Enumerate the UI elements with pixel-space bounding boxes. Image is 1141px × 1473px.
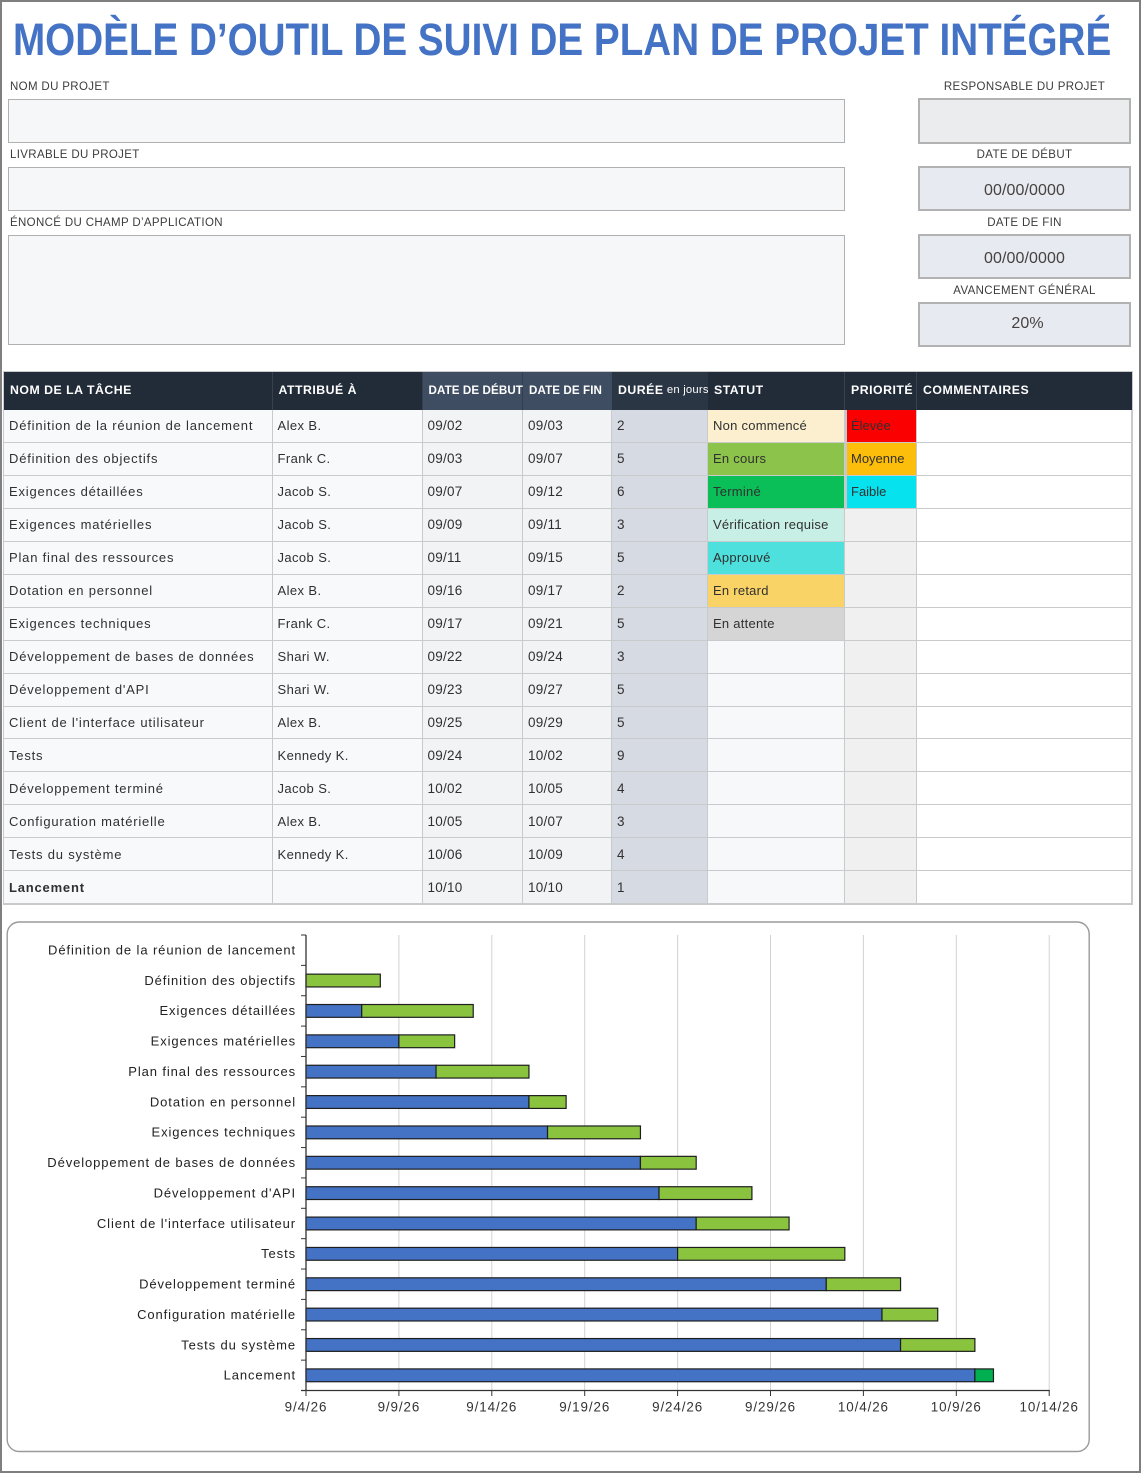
svg-text:10/4/26: 10/4/26	[838, 1400, 889, 1415]
svg-text:9/29/26: 9/29/26	[745, 1400, 796, 1415]
svg-text:10/9/26: 10/9/26	[931, 1400, 982, 1415]
svg-text:Plan final des ressources: Plan final des ressources	[128, 1064, 296, 1079]
svg-text:Tests: Tests	[261, 1246, 296, 1261]
svg-text:9/4/26: 9/4/26	[285, 1400, 328, 1415]
svg-text:Développement de bases de donn: Développement de bases de données	[47, 1155, 296, 1170]
svg-text:Définition de la réunion de la: Définition de la réunion de lancement	[48, 942, 296, 957]
svg-text:9/9/26: 9/9/26	[378, 1400, 421, 1415]
svg-text:Configuration matérielle: Configuration matérielle	[137, 1307, 296, 1322]
svg-text:9/19/26: 9/19/26	[559, 1400, 610, 1415]
svg-text:Exigences matérielles: Exigences matérielles	[151, 1034, 296, 1049]
svg-text:9/24/26: 9/24/26	[652, 1400, 703, 1415]
svg-text:Développement d'API: Développement d'API	[154, 1185, 296, 1200]
svg-text:9/14/26: 9/14/26	[466, 1400, 517, 1415]
svg-text:Développement terminé: Développement terminé	[139, 1277, 296, 1292]
svg-text:Dotation en personnel: Dotation en personnel	[150, 1094, 296, 1109]
svg-text:Définition des objectifs: Définition des objectifs	[144, 973, 296, 988]
svg-text:Tests du système: Tests du système	[181, 1337, 296, 1352]
svg-text:Exigences détaillées: Exigences détaillées	[159, 1003, 296, 1018]
svg-text:Exigences techniques: Exigences techniques	[152, 1125, 296, 1140]
svg-text:10/14/26: 10/14/26	[1020, 1400, 1079, 1415]
svg-text:Lancement: Lancement	[224, 1368, 296, 1383]
svg-text:Client de l'interface utilisat: Client de l'interface utilisateur	[97, 1216, 296, 1231]
